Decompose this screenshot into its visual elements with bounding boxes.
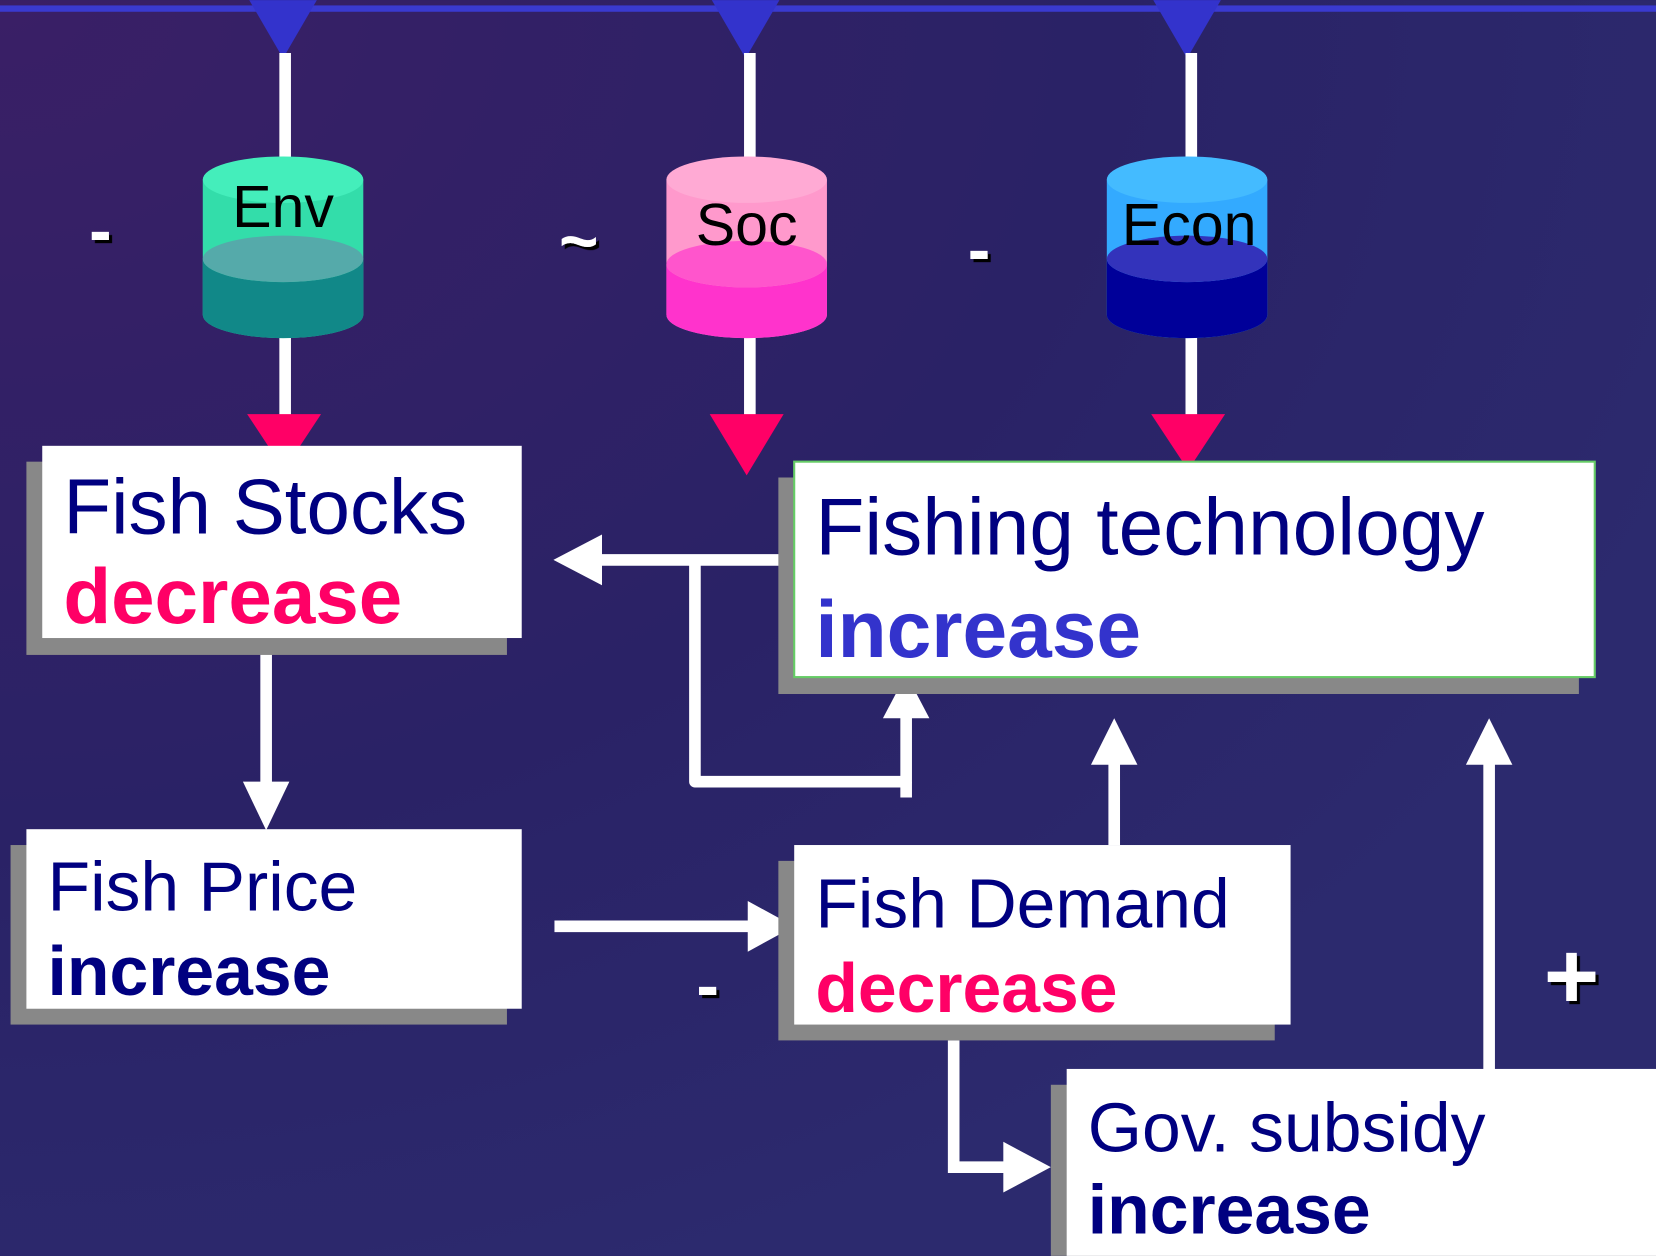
node-label: Fish Demand — [815, 864, 1229, 942]
node-state: increase — [815, 585, 1141, 675]
arrows — [242, 534, 1513, 1193]
node-state: increase — [1088, 1171, 1371, 1249]
node-state: decrease — [815, 949, 1117, 1027]
sign: - — [89, 194, 112, 269]
sign: - — [968, 213, 991, 288]
sign: + — [1544, 924, 1600, 1030]
signs: - ~ - - + — [89, 194, 1599, 1030]
node-fish-stocks: Fish Stocks decrease — [26, 445, 522, 655]
node-gov-subsidy: Gov. subsidy increase — [1050, 1068, 1656, 1256]
node-fishing-technology: Fishing technology increase — [778, 460, 1596, 695]
cylinder-env: Env — [202, 156, 364, 339]
node-fish-demand: Fish Demand decrease — [778, 845, 1291, 1041]
node-label: Fishing technology — [815, 483, 1484, 573]
node-state: increase — [48, 932, 331, 1010]
cylinder-links — [247, 0, 1226, 476]
sign: - — [696, 949, 719, 1024]
node-label: Gov. subsidy — [1088, 1088, 1486, 1166]
cylinder-label: Econ — [1122, 191, 1257, 258]
node-fish-price: Fish Price increase — [10, 829, 522, 1025]
sign: ~ — [559, 204, 598, 279]
node-label: Fish Stocks — [63, 462, 467, 550]
cylinder-label: Env — [232, 173, 334, 240]
node-label: Fish Price — [48, 848, 358, 926]
cylinder-econ: Econ — [1106, 156, 1268, 339]
cylinder-label: Soc — [696, 191, 798, 258]
node-state: decrease — [63, 552, 402, 640]
top-line — [0, 5, 1656, 12]
cylinder-soc: Soc — [666, 156, 827, 339]
